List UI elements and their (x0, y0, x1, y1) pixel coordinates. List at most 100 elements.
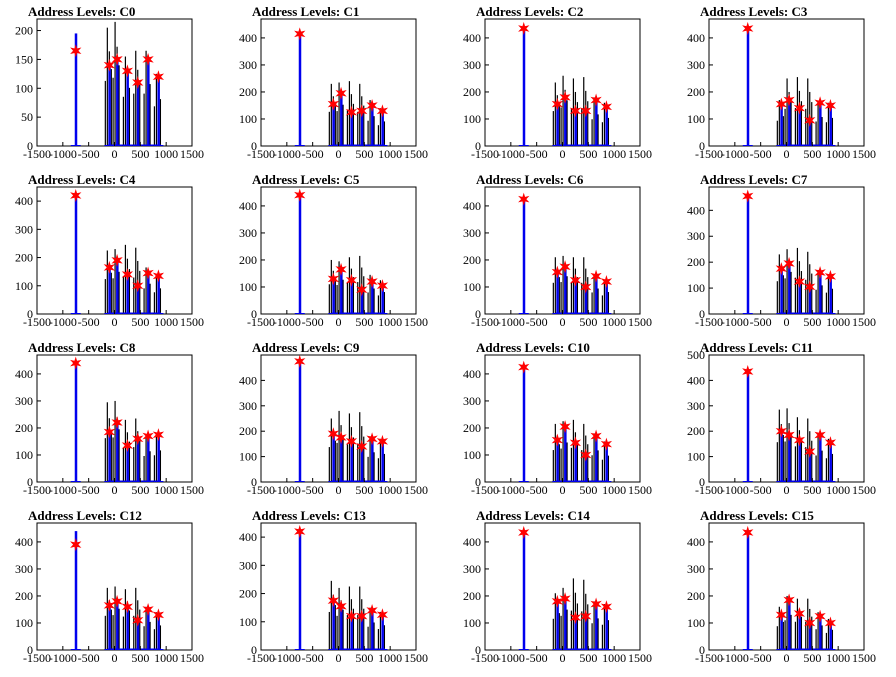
peak-marker (580, 280, 592, 294)
blue-bar (360, 616, 364, 650)
peak-marker (590, 429, 602, 443)
peak-marker (559, 260, 571, 274)
chart-title: Address Levels: C12 (28, 508, 142, 523)
peak-marker (783, 593, 795, 607)
chart-panel: Address Levels: C14 0 100 200 300 400 -1500 -10… (448, 504, 672, 672)
blue-bar (564, 97, 567, 146)
chart-title: Address Levels: C4 (28, 172, 136, 187)
x-tick-label: -500 (78, 147, 100, 161)
x-tick-label: 1500 (404, 147, 428, 161)
x-tick-label: 1000 (826, 483, 850, 497)
blue-bar (332, 278, 335, 314)
y-tick-label: 100 (463, 616, 481, 630)
y-tick-label: 50 (21, 110, 33, 124)
x-tick-label: -1500 (471, 315, 499, 329)
peak-marker (783, 93, 795, 107)
peak-marker (345, 609, 358, 623)
x-tick-label: 500 (803, 147, 821, 161)
blue-bar (746, 27, 750, 146)
x-tick-label: 1000 (826, 315, 850, 329)
x-tick-label: 500 (131, 483, 149, 497)
x-tick-label: -500 (526, 651, 548, 665)
y-tick-label: 300 (463, 58, 481, 72)
blue-bar (147, 436, 150, 482)
y-tick-label: 200 (239, 424, 257, 438)
peak-marker (793, 275, 806, 289)
blue-bar (584, 110, 588, 146)
blue-bar (116, 260, 119, 314)
peak-marker (356, 104, 368, 118)
peak-marker (294, 354, 306, 368)
peak-marker (569, 611, 582, 625)
peak-marker (600, 437, 613, 451)
peak-marker (70, 538, 82, 552)
peak-marker (366, 275, 378, 289)
blue-bar (136, 285, 140, 314)
chart-title: Address Levels: C10 (476, 340, 590, 355)
peak-marker (559, 90, 571, 104)
y-tick-label: 400 (687, 535, 705, 549)
x-tick-label: -500 (78, 651, 100, 665)
peak-marker (376, 104, 389, 118)
x-tick-label: -500 (750, 651, 772, 665)
y-tick-label: 400 (463, 535, 481, 549)
x-tick-label: 0 (112, 483, 118, 497)
blue-bar (595, 276, 598, 314)
peak-marker (600, 275, 613, 289)
x-tick-label: 1500 (180, 651, 204, 665)
x-tick-label: 500 (579, 483, 597, 497)
y-tick-label: 100 (239, 280, 257, 294)
y-tick-label: 0 (475, 139, 481, 153)
peak-marker (103, 58, 115, 72)
peak-marker (132, 432, 144, 446)
blue-bar (147, 609, 150, 650)
y-tick-label: 0 (27, 475, 33, 489)
y-tick-label: 200 (463, 589, 481, 603)
chart-title: Address Levels: C8 (28, 340, 136, 355)
y-tick-label: 300 (687, 562, 705, 576)
x-tick-label: -1500 (471, 147, 499, 161)
blue-bar (74, 195, 78, 314)
x-tick-label: 1500 (180, 315, 204, 329)
blue-bar (371, 105, 374, 146)
y-tick-label: 300 (687, 399, 705, 413)
y-tick-label: 300 (687, 58, 705, 72)
blue-bar (595, 436, 598, 482)
peak-marker (824, 269, 837, 283)
peak-marker (804, 444, 816, 459)
blue-bar (584, 616, 588, 650)
x-tick-label: 1500 (852, 651, 876, 665)
peak-marker (376, 279, 389, 293)
blue-bar (157, 434, 160, 482)
y-tick-label: 300 (687, 229, 705, 243)
blue-bar (350, 280, 353, 314)
x-tick-label: 0 (112, 315, 118, 329)
x-tick-label: 1000 (154, 483, 178, 497)
blue-bar (788, 435, 791, 482)
blue-bar (136, 440, 140, 482)
y-tick-label: 0 (699, 475, 705, 489)
y-tick-label: 200 (463, 421, 481, 435)
x-tick-label: -500 (302, 651, 324, 665)
chart-title: Address Levels: C11 (700, 340, 813, 355)
y-tick-label: 200 (239, 587, 257, 601)
blue-bar (108, 65, 111, 146)
x-tick-label: 0 (784, 651, 790, 665)
chart-panel: Address Levels: C2 0 100 200 300 400 -1500 -100… (448, 0, 672, 168)
chart-title: Address Levels: C5 (252, 172, 360, 187)
chart-panel: Address Levels: C9 0 100 200 300 400 -1500 -100… (224, 336, 448, 504)
blue-bar (808, 120, 812, 146)
x-tick-label: -1500 (695, 483, 723, 497)
blue-bar (595, 604, 598, 650)
peak-marker (376, 608, 389, 622)
blue-bar (126, 275, 129, 314)
chart-svg: Address Levels: C5 0 100 200 300 400 -1500-100… (239, 172, 428, 329)
blue-bar (108, 433, 111, 482)
x-tick-label: -1500 (23, 315, 51, 329)
y-tick-label: 0 (251, 475, 257, 489)
peak-marker (775, 262, 787, 276)
x-tick-label: 1000 (378, 315, 402, 329)
y-tick-label: 0 (699, 139, 705, 153)
peak-marker (294, 524, 306, 538)
peak-marker (103, 425, 115, 439)
